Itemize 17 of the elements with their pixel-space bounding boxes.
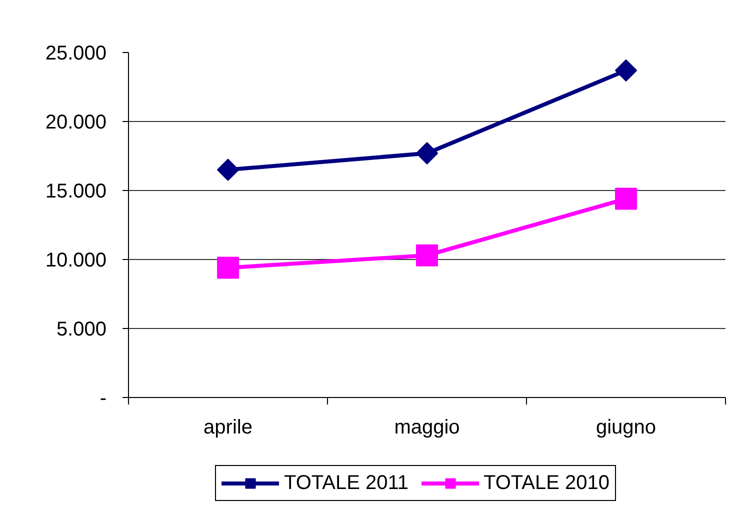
- legend-label: TOTALE 2010: [484, 472, 610, 494]
- x-tick-label: aprile: [204, 416, 252, 438]
- y-tick-label: 25.000: [45, 42, 106, 64]
- point: [216, 158, 240, 181]
- y-tick-label: 5.000: [56, 318, 107, 340]
- y-tick-label: 15.000: [45, 180, 106, 202]
- point: [614, 59, 638, 82]
- legend-label: TOTALE 2011: [284, 472, 409, 494]
- y-tick-label: 20.000: [45, 112, 106, 134]
- point: [615, 188, 637, 210]
- x-tick-label: maggio: [394, 416, 460, 438]
- x-tick-label: giugno: [596, 416, 656, 438]
- point: [416, 244, 438, 266]
- y-tick-label: -: [100, 388, 107, 410]
- point: [217, 256, 239, 279]
- point: [416, 142, 438, 164]
- y-tick-label: 10.000: [45, 250, 106, 272]
